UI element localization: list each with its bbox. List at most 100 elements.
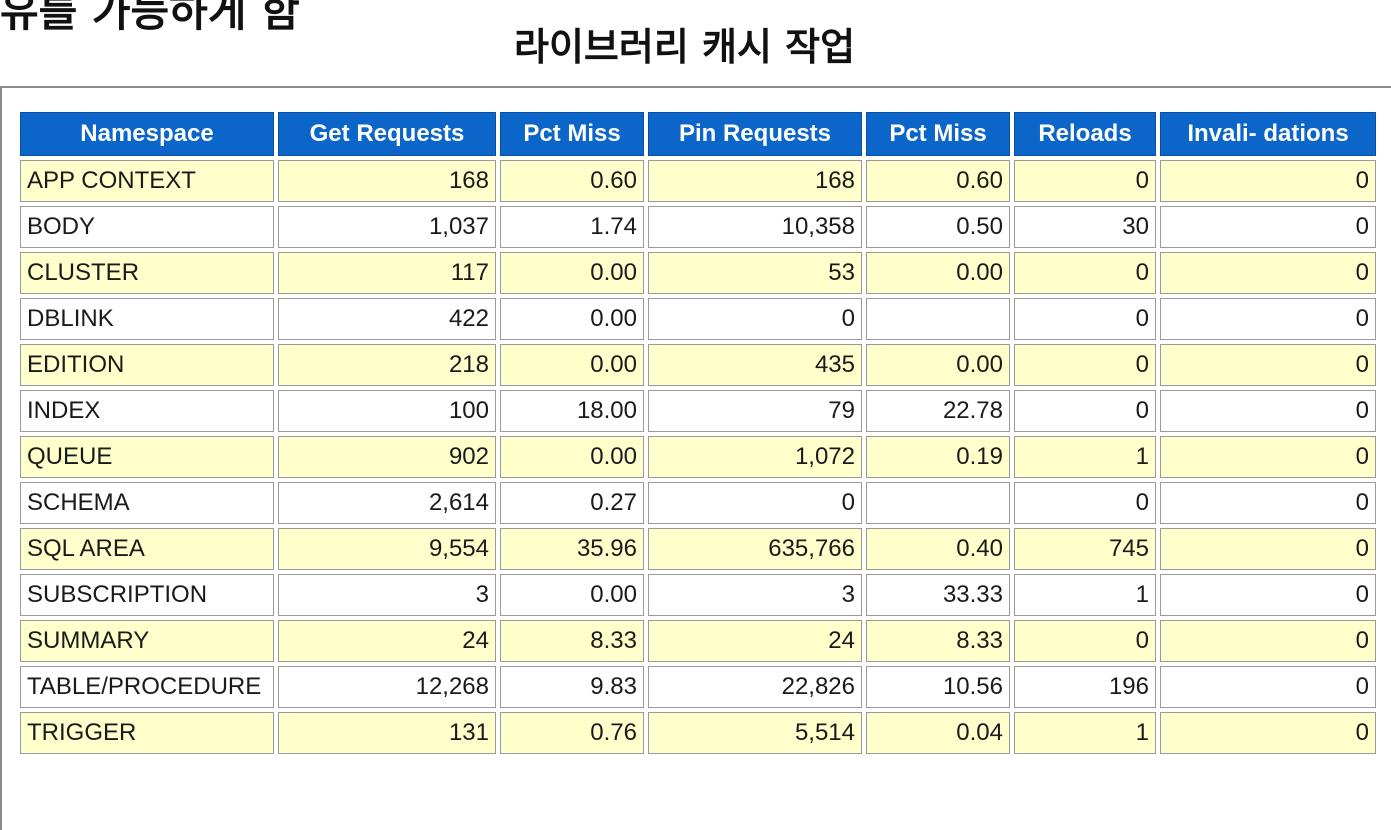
cell-reloads: 0 (1014, 252, 1156, 294)
cell-pin-requests: 22,826 (648, 666, 862, 708)
cell-namespace: TRIGGER (20, 712, 274, 754)
cell-namespace: INDEX (20, 390, 274, 432)
cell-namespace: BODY (20, 206, 274, 248)
table-row: TABLE/PROCEDURE 12,268 9.83 22,826 10.56 196 0 (20, 666, 1376, 708)
cell-reloads: 1 (1014, 712, 1156, 754)
cell-pin-pct-miss (866, 482, 1010, 524)
cell-get-pct-miss: 0.27 (500, 482, 644, 524)
cell-pin-pct-miss: 0.40 (866, 528, 1010, 570)
cell-namespace: CLUSTER (20, 252, 274, 294)
table-row: SCHEMA 2,614 0.27 0 0 0 (20, 482, 1376, 524)
cell-reloads: 0 (1014, 344, 1156, 386)
cell-get-pct-miss: 0.60 (500, 160, 644, 202)
library-cache-table: Namespace Get Requests Pct Miss Pin Requ… (16, 108, 1380, 758)
cell-invalidations: 0 (1160, 390, 1376, 432)
column-header-reloads: Reloads (1014, 112, 1156, 156)
cell-get-pct-miss: 0.76 (500, 712, 644, 754)
cell-pin-pct-miss: 0.04 (866, 712, 1010, 754)
cell-invalidations: 0 (1160, 160, 1376, 202)
table-body: APP CONTEXT 168 0.60 168 0.60 0 0 BODY 1,037 1.74… (20, 160, 1376, 754)
table-row: SQL AREA 9,554 35.96 635,766 0.40 745 0 (20, 528, 1376, 570)
cell-pin-pct-miss: 0.50 (866, 206, 1010, 248)
cell-pin-pct-miss: 10.56 (866, 666, 1010, 708)
table-row: EDITION 218 0.00 435 0.00 0 0 (20, 344, 1376, 386)
cell-invalidations: 0 (1160, 436, 1376, 478)
table-row: BODY 1,037 1.74 10,358 0.50 30 0 (20, 206, 1376, 248)
cell-get-pct-miss: 0.00 (500, 344, 644, 386)
table-row: SUMMARY 24 8.33 24 8.33 0 0 (20, 620, 1376, 662)
cell-invalidations: 0 (1160, 344, 1376, 386)
cell-reloads: 745 (1014, 528, 1156, 570)
cell-invalidations: 0 (1160, 298, 1376, 340)
cell-pin-requests: 53 (648, 252, 862, 294)
column-header-namespace: Namespace (20, 112, 274, 156)
cell-get-requests: 902 (278, 436, 496, 478)
cell-invalidations: 0 (1160, 252, 1376, 294)
cell-invalidations: 0 (1160, 482, 1376, 524)
table-row: TRIGGER 131 0.76 5,514 0.04 1 0 (20, 712, 1376, 754)
cell-pin-pct-miss: 0.19 (866, 436, 1010, 478)
table-row: DBLINK 422 0.00 0 0 0 (20, 298, 1376, 340)
cell-pin-requests: 10,358 (648, 206, 862, 248)
table-row: APP CONTEXT 168 0.60 168 0.60 0 0 (20, 160, 1376, 202)
cell-reloads: 0 (1014, 620, 1156, 662)
cell-get-requests: 168 (278, 160, 496, 202)
cell-reloads: 1 (1014, 574, 1156, 616)
cell-get-requests: 3 (278, 574, 496, 616)
cell-invalidations: 0 (1160, 574, 1376, 616)
cell-get-pct-miss: 0.00 (500, 436, 644, 478)
cell-pin-pct-miss: 0.00 (866, 344, 1010, 386)
cell-namespace: APP CONTEXT (20, 160, 274, 202)
cell-get-pct-miss: 18.00 (500, 390, 644, 432)
cell-pin-requests: 24 (648, 620, 862, 662)
table-row: INDEX 100 18.00 79 22.78 0 0 (20, 390, 1376, 432)
cell-get-pct-miss: 0.00 (500, 252, 644, 294)
cell-get-pct-miss: 9.83 (500, 666, 644, 708)
cell-reloads: 196 (1014, 666, 1156, 708)
cell-get-requests: 100 (278, 390, 496, 432)
cell-get-requests: 9,554 (278, 528, 496, 570)
cell-pin-pct-miss (866, 298, 1010, 340)
cell-pin-requests: 1,072 (648, 436, 862, 478)
cell-get-pct-miss: 0.00 (500, 298, 644, 340)
cell-get-requests: 422 (278, 298, 496, 340)
column-header-pin-requests: Pin Requests (648, 112, 862, 156)
cell-pin-pct-miss: 33.33 (866, 574, 1010, 616)
cell-namespace: QUEUE (20, 436, 274, 478)
cell-invalidations: 0 (1160, 666, 1376, 708)
table-row: QUEUE 902 0.00 1,072 0.19 1 0 (20, 436, 1376, 478)
cell-pin-requests: 635,766 (648, 528, 862, 570)
cell-invalidations: 0 (1160, 528, 1376, 570)
cell-namespace: SUMMARY (20, 620, 274, 662)
cell-get-requests: 24 (278, 620, 496, 662)
cell-pin-requests: 5,514 (648, 712, 862, 754)
cell-get-pct-miss: 1.74 (500, 206, 644, 248)
cell-get-pct-miss: 0.00 (500, 574, 644, 616)
cell-namespace: SQL AREA (20, 528, 274, 570)
cell-namespace: SUBSCRIPTION (20, 574, 274, 616)
cell-pin-pct-miss: 0.00 (866, 252, 1010, 294)
cell-pin-requests: 0 (648, 298, 862, 340)
cell-pin-requests: 0 (648, 482, 862, 524)
column-header-invalidations: Invali- dations (1160, 112, 1376, 156)
cell-reloads: 0 (1014, 160, 1156, 202)
cell-reloads: 30 (1014, 206, 1156, 248)
cell-get-requests: 12,268 (278, 666, 496, 708)
cell-get-pct-miss: 8.33 (500, 620, 644, 662)
cell-namespace: DBLINK (20, 298, 274, 340)
table-header-row: Namespace Get Requests Pct Miss Pin Requ… (20, 112, 1376, 156)
slide-heading-partial: 유를 가능하게 함 (0, 0, 300, 36)
cell-namespace: TABLE/PROCEDURE (20, 666, 274, 708)
report-panel: Namespace Get Requests Pct Miss Pin Requ… (0, 86, 1391, 830)
cell-namespace: EDITION (20, 344, 274, 386)
cell-get-requests: 1,037 (278, 206, 496, 248)
table-row: CLUSTER 117 0.00 53 0.00 0 0 (20, 252, 1376, 294)
cell-pin-requests: 435 (648, 344, 862, 386)
cell-get-pct-miss: 35.96 (500, 528, 644, 570)
cell-reloads: 0 (1014, 390, 1156, 432)
cell-get-requests: 218 (278, 344, 496, 386)
cell-pin-pct-miss: 0.60 (866, 160, 1010, 202)
cell-pin-requests: 168 (648, 160, 862, 202)
cell-namespace: SCHEMA (20, 482, 274, 524)
cell-invalidations: 0 (1160, 206, 1376, 248)
